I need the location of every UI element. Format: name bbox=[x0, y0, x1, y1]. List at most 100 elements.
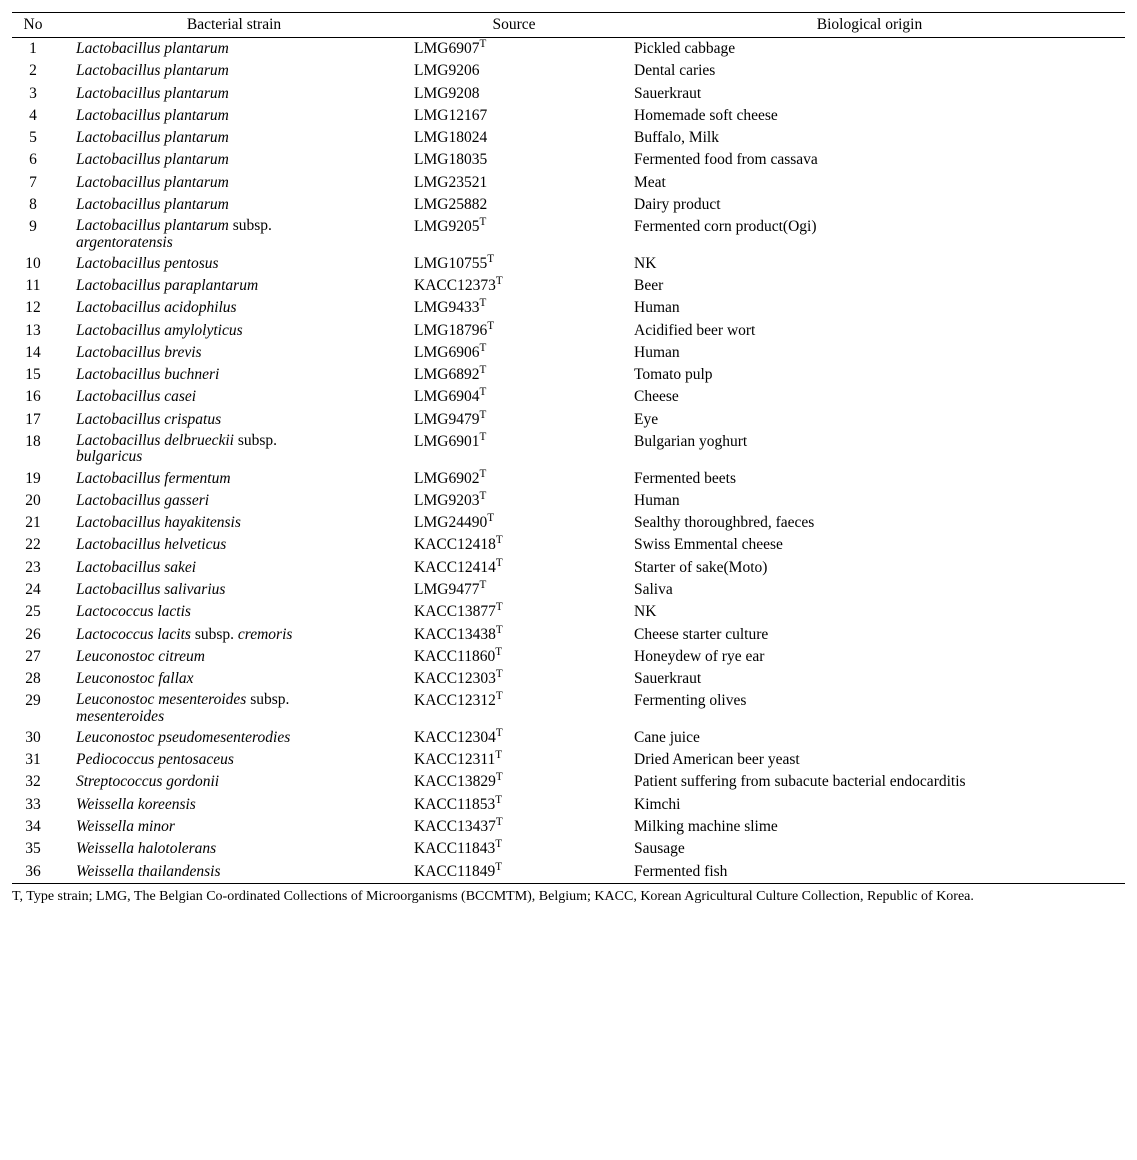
cell-strain: Lactococcus lactis bbox=[54, 601, 414, 623]
strain-genus: Lactobacillus helveticus bbox=[76, 536, 226, 553]
table-header-row: No Bacterial strain Source Biological or… bbox=[12, 13, 1125, 38]
strain-genus: Lactobacillus hayakitensis bbox=[76, 514, 241, 531]
cell-strain: Lactobacillus acidophilus bbox=[54, 297, 414, 319]
table-row: 29Leuconostoc mesenteroides subsp. mesen… bbox=[12, 690, 1125, 727]
cell-strain: Lactobacillus helveticus bbox=[54, 534, 414, 556]
type-strain-superscript: T bbox=[496, 771, 503, 783]
cell-source: LMG6906T bbox=[414, 342, 614, 364]
cell-strain: Lactobacillus fermentum bbox=[54, 468, 414, 490]
cell-origin: Fermenting olives bbox=[614, 690, 1125, 727]
cell-no: 5 bbox=[12, 127, 54, 149]
cell-no: 27 bbox=[12, 646, 54, 668]
type-strain-superscript: T bbox=[496, 727, 503, 739]
type-strain-superscript: T bbox=[479, 409, 486, 421]
cell-origin: Eye bbox=[614, 409, 1125, 431]
strain-genus: Lactobacillus acidophilus bbox=[76, 299, 237, 316]
strain-genus: Lactobacillus plantarum bbox=[76, 196, 229, 213]
cell-strain: Lactobacillus plantarum bbox=[54, 172, 414, 194]
cell-no: 23 bbox=[12, 557, 54, 579]
cell-no: 17 bbox=[12, 409, 54, 431]
cell-source: KACC13438T bbox=[414, 624, 614, 646]
table-row: 34Weissella minorKACC13437TMilking machi… bbox=[12, 816, 1125, 838]
cell-source: KACC11853T bbox=[414, 794, 614, 816]
type-strain-superscript: T bbox=[479, 386, 486, 398]
cell-origin: Beer bbox=[614, 275, 1125, 297]
cell-strain: Lactobacillus hayakitensis bbox=[54, 512, 414, 534]
strain-subsp: cremoris bbox=[238, 626, 293, 643]
cell-no: 26 bbox=[12, 624, 54, 646]
cell-strain: Lactobacillus plantarum bbox=[54, 60, 414, 82]
col-header-strain: Bacterial strain bbox=[54, 13, 414, 38]
cell-strain: Leuconostoc pseudomesenterodies bbox=[54, 727, 414, 749]
table-row: 30Leuconostoc pseudomesenterodiesKACC123… bbox=[12, 727, 1125, 749]
table-row: 14Lactobacillus brevisLMG6906THuman bbox=[12, 342, 1125, 364]
cell-source: LMG6901T bbox=[414, 431, 614, 468]
type-strain-superscript: T bbox=[496, 275, 503, 287]
cell-origin: Honeydew of rye ear bbox=[614, 646, 1125, 668]
cell-strain: Lactobacillus gasseri bbox=[54, 490, 414, 512]
strain-subsp: mesenteroides bbox=[76, 708, 164, 725]
strain-genus: Lactococcus lacits bbox=[76, 626, 191, 643]
strain-genus: Leuconostoc citreum bbox=[76, 648, 205, 665]
strain-genus: Lactobacillus plantarum bbox=[76, 85, 229, 102]
strain-genus: Lactobacillus plantarum bbox=[76, 107, 229, 124]
cell-no: 29 bbox=[12, 690, 54, 727]
cell-strain: Streptococcus gordonii bbox=[54, 771, 414, 793]
cell-strain: Weissella thailandensis bbox=[54, 861, 414, 884]
table-row: 9Lactobacillus plantarum subsp. argentor… bbox=[12, 216, 1125, 253]
table-row: 10Lactobacillus pentosusLMG10755TNK bbox=[12, 253, 1125, 275]
cell-source: LMG18796T bbox=[414, 320, 614, 342]
cell-source: KACC13437T bbox=[414, 816, 614, 838]
cell-strain: Leuconostoc mesenteroides subsp. mesente… bbox=[54, 690, 414, 727]
strain-genus: Weissella thailandensis bbox=[76, 863, 221, 880]
cell-origin: Human bbox=[614, 297, 1125, 319]
cell-origin: NK bbox=[614, 601, 1125, 623]
cell-no: 12 bbox=[12, 297, 54, 319]
table-row: 2Lactobacillus plantarumLMG9206Dental ca… bbox=[12, 60, 1125, 82]
cell-source: LMG10755T bbox=[414, 253, 614, 275]
cell-no: 15 bbox=[12, 364, 54, 386]
cell-no: 35 bbox=[12, 838, 54, 860]
type-strain-superscript: T bbox=[496, 623, 503, 635]
cell-source: KACC12418T bbox=[414, 534, 614, 556]
type-strain-superscript: T bbox=[487, 253, 494, 265]
cell-strain: Pediococcus pentosaceus bbox=[54, 749, 414, 771]
cell-source: LMG25882 bbox=[414, 194, 614, 216]
table-row: 23Lactobacillus sakeiKACC12414TStarter o… bbox=[12, 557, 1125, 579]
strain-genus: Lactobacillus plantarum bbox=[76, 174, 229, 191]
cell-origin: Cheese starter culture bbox=[614, 624, 1125, 646]
cell-strain: Weissella minor bbox=[54, 816, 414, 838]
cell-strain: Lactobacillus amylolyticus bbox=[54, 320, 414, 342]
type-strain-superscript: T bbox=[495, 838, 502, 850]
type-strain-superscript: T bbox=[496, 601, 503, 613]
cell-source: LMG23521 bbox=[414, 172, 614, 194]
cell-no: 10 bbox=[12, 253, 54, 275]
strain-genus: Lactobacillus delbrueckii bbox=[76, 432, 234, 449]
type-strain-superscript: T bbox=[496, 690, 503, 702]
cell-origin: Fermented beets bbox=[614, 468, 1125, 490]
cell-no: 7 bbox=[12, 172, 54, 194]
table-row: 18Lactobacillus delbrueckii subsp. bulga… bbox=[12, 431, 1125, 468]
cell-source: LMG6902T bbox=[414, 468, 614, 490]
cell-origin: Dental caries bbox=[614, 60, 1125, 82]
table-row: 12Lactobacillus acidophilusLMG9433THuman bbox=[12, 297, 1125, 319]
strain-genus: Leuconostoc fallax bbox=[76, 670, 194, 687]
strain-genus: Lactobacillus salivarius bbox=[76, 581, 225, 598]
cell-strain: Lactobacillus brevis bbox=[54, 342, 414, 364]
table-row: 13Lactobacillus amylolyticusLMG18796TAci… bbox=[12, 320, 1125, 342]
col-header-origin: Biological origin bbox=[614, 13, 1125, 38]
cell-origin: Patient suffering from subacute bacteria… bbox=[614, 771, 1125, 793]
cell-origin: Swiss Emmental cheese bbox=[614, 534, 1125, 556]
strain-genus: Lactobacillus buchneri bbox=[76, 366, 219, 383]
table-row: 1Lactobacillus plantarumLMG6907TPickled … bbox=[12, 38, 1125, 61]
cell-origin: Bulgarian yoghurt bbox=[614, 431, 1125, 468]
cell-source: KACC12312T bbox=[414, 690, 614, 727]
cell-source: LMG9203T bbox=[414, 490, 614, 512]
type-strain-superscript: T bbox=[495, 749, 502, 761]
type-strain-superscript: T bbox=[495, 860, 502, 872]
cell-no: 11 bbox=[12, 275, 54, 297]
cell-source: LMG9479T bbox=[414, 409, 614, 431]
type-strain-superscript: T bbox=[479, 38, 486, 50]
cell-no: 9 bbox=[12, 216, 54, 253]
cell-origin: Human bbox=[614, 490, 1125, 512]
